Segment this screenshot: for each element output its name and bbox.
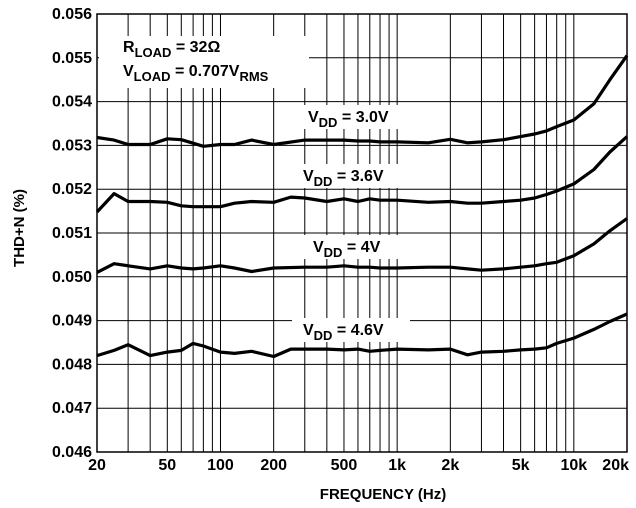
y-tick-label: 0.056	[52, 6, 92, 23]
y-tick-label: 0.049	[52, 313, 92, 330]
series-line	[96, 217, 628, 274]
x-tick-label: 200	[260, 457, 287, 474]
series-labels: RLOAD = 32Ω VLOAD = 0.707VRMS VDD = 3.0V VD…	[99, 36, 414, 343]
y-tick-label: 0.050	[52, 269, 92, 286]
y-tick-label: 0.055	[52, 50, 92, 67]
series-line	[96, 312, 628, 359]
y-tick-label: 0.047	[52, 400, 92, 417]
series-label: VDD = 4V	[313, 239, 381, 260]
y-tick-label: 0.051	[52, 225, 92, 242]
series-label: VDD = 3.6V	[303, 168, 384, 189]
tick-labels: 0.046 0.047 0.048 0.049 0.050 0.051 0.052 0.053…	[52, 6, 629, 474]
x-tick-label: 20k	[602, 457, 629, 474]
series-line	[95, 135, 629, 214]
y-tick-label: 0.048	[52, 356, 92, 373]
series-label-bg	[292, 164, 410, 188]
x-tick-label: 500	[331, 457, 358, 474]
series-label-bg	[296, 105, 414, 129]
y-tick-label: 0.054	[52, 94, 92, 111]
x-tick-label: 1k	[388, 457, 406, 474]
y-tick-label: 0.052	[52, 181, 92, 198]
series-group	[95, 54, 629, 359]
series-line	[96, 54, 629, 148]
y-tick-label: 0.046	[52, 444, 92, 461]
series-label-bg	[292, 318, 410, 342]
condition-vload: VLOAD = 0.707VRMS	[123, 63, 269, 84]
x-tick-label: 10k	[560, 457, 587, 474]
series-label: VDD = 4.6V	[303, 322, 384, 343]
plot-border	[96, 13, 628, 453]
condition-rload: RLOAD = 32Ω	[123, 39, 220, 60]
x-axis-label: FREQUENCY (Hz)	[320, 486, 446, 503]
x-tick-label: 100	[207, 457, 234, 474]
series-label-bg	[300, 235, 400, 259]
y-tick-label: 0.053	[52, 137, 92, 154]
conditions-box	[99, 36, 309, 88]
y-axis-label: THD+N (%)	[11, 189, 28, 267]
x-tick-label: 5k	[512, 457, 530, 474]
series-label: VDD = 3.0V	[308, 109, 389, 130]
x-tick-label: 50	[158, 457, 176, 474]
x-tick-label: 20	[88, 457, 106, 474]
x-tick-label: 2k	[441, 457, 459, 474]
